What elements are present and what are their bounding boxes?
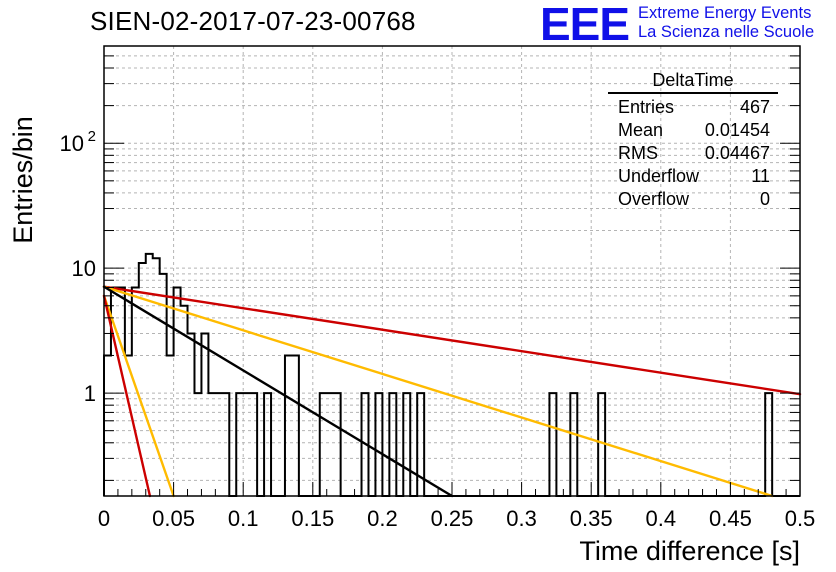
logo-line-1: Extreme Energy Events — [638, 4, 812, 22]
stat-row-entries: Entries 467 — [608, 96, 778, 119]
stat-label: Underflow — [618, 166, 700, 186]
stat-value: 11 — [751, 166, 770, 186]
fit-lines — [102, 285, 802, 498]
stat-value: 0.04467 — [704, 143, 770, 163]
y-tick-label-exponent: 2 — [88, 128, 96, 145]
x-tick-label: 0.2 — [367, 506, 398, 531]
x-tick-label: 0.3 — [506, 506, 537, 531]
x-tick-label: 0.25 — [431, 506, 474, 531]
stat-row-underflow: Underflow 11 — [608, 165, 778, 188]
logo-mark: EEE — [540, 0, 630, 50]
page-title: SIEN-02-2017-07-23-00768 — [90, 6, 416, 36]
x-tick-label: 0.05 — [152, 506, 195, 531]
histogram-outline — [103, 252, 800, 497]
logo-text: Extreme Energy Events La Scienza nelle S… — [638, 4, 814, 42]
x-tick-label: 0.35 — [570, 506, 613, 531]
y-tick-label: 10 — [60, 131, 84, 156]
tick-labels: 0 0.05 0.1 0.15 0.2 0.25 0.3 0.35 0.4 0.45 0.51101… — [60, 128, 816, 531]
x-tick-label: 0.5 — [785, 506, 816, 531]
fit-line — [102, 285, 774, 498]
y-axis-label: Entries/bin — [8, 116, 38, 244]
y-tick-label: 1 — [84, 381, 96, 406]
histogram — [103, 252, 800, 497]
stat-label: RMS — [618, 143, 658, 163]
stats-box: DeltaTime Entries 467 Mean 0.01454 RMS 0… — [608, 70, 778, 211]
eee-logo: EEE Extreme Energy Events La Scienza nel… — [540, 0, 830, 50]
stat-row-mean: Mean 0.01454 — [608, 119, 778, 142]
stat-value: 467 — [739, 97, 770, 117]
x-tick-label: 0.1 — [228, 506, 259, 531]
stat-row-rms: RMS 0.04467 — [608, 142, 778, 165]
stat-value: 0 — [759, 189, 770, 209]
x-tick-label: 0.4 — [646, 506, 677, 531]
x-tick-label: 0.45 — [709, 506, 752, 531]
stat-label: Mean — [618, 120, 664, 140]
stat-label: Entries — [618, 97, 675, 117]
fit-line — [102, 285, 802, 396]
axis-ticks — [103, 45, 801, 496]
x-tick-label: 0 — [98, 506, 110, 531]
x-axis-label: Time difference [s] — [579, 536, 800, 566]
fit-line — [102, 294, 152, 498]
logo-line-2: La Scienza nelle Scuole — [638, 23, 815, 41]
x-tick-label: 0.15 — [291, 506, 334, 531]
y-tick-label: 10 — [72, 256, 96, 281]
stat-row-overflow: Overflow 0 — [608, 188, 778, 211]
stat-value: 0.01454 — [704, 120, 770, 140]
stats-title: DeltaTime — [608, 70, 778, 94]
stat-label: Overflow — [618, 189, 690, 209]
fit-line — [102, 285, 454, 498]
fit-line — [102, 294, 175, 498]
